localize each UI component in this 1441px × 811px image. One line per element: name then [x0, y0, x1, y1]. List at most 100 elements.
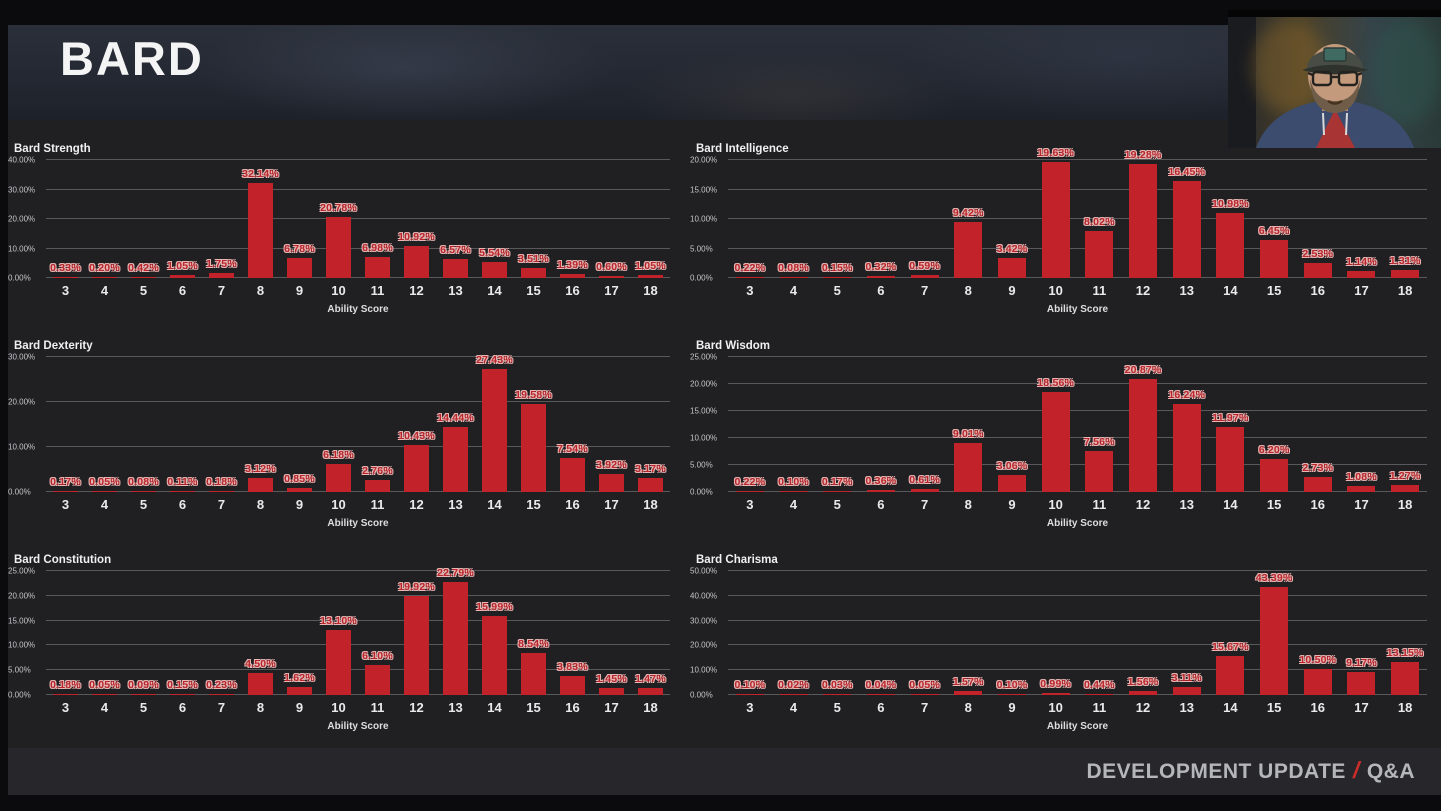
x-axis-tick-label: 4	[100, 283, 109, 298]
y-axis-tick-label: 20.00%	[690, 155, 718, 165]
bar	[209, 491, 234, 492]
bar-value-label: 0.99%	[1040, 677, 1072, 690]
y-axis-tick-label: 25.00%	[690, 352, 718, 362]
bar	[482, 261, 507, 278]
bar-value-label: 0.61%	[909, 473, 940, 486]
x-axis-tick-label: 16	[565, 283, 580, 298]
bar-value-label: 2.53%	[1302, 248, 1334, 261]
bar-value-label: 11.97%	[1212, 412, 1249, 425]
y-axis-tick-label: 10.00%	[690, 665, 718, 675]
gridline	[728, 669, 1427, 671]
bar-value-label: 1.57%	[952, 676, 984, 689]
x-axis-tick-label: 8	[256, 497, 265, 512]
y-axis-tick-label: 25.00%	[8, 566, 36, 576]
footer-title: DEVELOPMENT UPDATE / Q&A	[1086, 757, 1415, 784]
bar-value-label: 3.11%	[1171, 672, 1202, 685]
bar-value-label: 2.76%	[362, 464, 393, 477]
bar-value-label: 19.92%	[398, 581, 435, 594]
x-axis-tick-labels: 3 4 5 6 7 8 9 10 11 12 13 14 15 16 17 18	[46, 700, 670, 715]
x-axis-tick-label: 17	[1354, 283, 1369, 298]
chart-title: Bard Wisdom	[696, 340, 771, 352]
bar-value-label: 3.17%	[635, 462, 666, 475]
bar-value-label: 0.10%	[778, 476, 809, 488]
bar	[1129, 691, 1157, 695]
bar	[779, 694, 808, 695]
x-axis-tick-labels: 3 4 5 6 7 8 9 10 11 12 13 14 15 16 17 18	[46, 497, 670, 512]
x-axis-tick-label: 5	[139, 497, 148, 512]
x-axis-tick-label: 12	[409, 497, 424, 512]
bar	[92, 694, 117, 695]
bar	[365, 257, 390, 278]
x-axis-tick-label: 10	[331, 283, 346, 298]
gridline	[46, 277, 670, 278]
bar-value-label: 3.42%	[996, 242, 1028, 255]
y-axis-tick-label: 10.00%	[8, 640, 36, 650]
y-axis-tick-label: 15.00%	[690, 406, 718, 416]
gridline	[46, 570, 670, 571]
bar-value-label: 27.43%	[476, 353, 513, 366]
bar	[823, 277, 852, 278]
bar-value-label: 5.54%	[479, 246, 510, 259]
y-axis-tick-label: 15.00%	[8, 616, 36, 626]
y-axis-tick-label: 0.00%	[690, 273, 713, 283]
bar-value-label: 1.47%	[635, 672, 666, 685]
x-axis-tick-label: 10	[331, 700, 346, 715]
bar-value-label: 0.17%	[821, 476, 853, 488]
bar-value-label: 1.75%	[206, 257, 237, 270]
bar	[1085, 451, 1114, 492]
x-axis-tick-label: 11	[1092, 283, 1107, 298]
x-axis-tick-label: 9	[1008, 700, 1016, 715]
bar-value-label: 4.50%	[245, 657, 276, 670]
x-axis-tick-label: 8	[964, 700, 972, 715]
bar	[53, 491, 78, 492]
x-axis-tick-label: 13	[1179, 700, 1194, 715]
chart-bard-constitution: Bard Constitution 0.00% 5.00% 10.00% 15.00% 2…	[8, 554, 676, 734]
chart-bard-wisdom: Bard Wisdom 0.00% 5.00% 10.00% 15.00% 20.00% 2…	[690, 340, 1433, 531]
bar	[365, 479, 390, 492]
x-axis-tick-label: 16	[565, 497, 580, 512]
gridline	[728, 356, 1427, 357]
x-axis-title: Ability Score	[1046, 721, 1109, 732]
x-axis-tick-label: 6	[877, 700, 885, 715]
x-axis-tick-label: 14	[1223, 283, 1238, 298]
bar-value-label: 16.45%	[1168, 165, 1206, 178]
x-axis-title: Ability Score	[327, 518, 389, 529]
x-axis-tick-label: 10	[331, 497, 346, 512]
gridline	[46, 644, 670, 646]
x-axis-tick-label: 9	[295, 497, 304, 512]
bar-value-label: 1.08%	[1346, 471, 1377, 484]
x-axis-tick-label: 5	[833, 283, 841, 298]
y-axis-tick-label: 10.00%	[8, 244, 36, 253]
bar-value-label: 0.22%	[734, 475, 766, 488]
bar-value-label: 0.44%	[1083, 678, 1115, 691]
x-axis-tick-label: 10	[1048, 700, 1063, 715]
x-axis-tick-label: 16	[1310, 497, 1326, 512]
bar	[823, 694, 852, 695]
plot-area: 0.00% 10.00% 20.00% 30.00% 40.00% 50.00% 0.10%…	[690, 567, 1427, 700]
x-axis-tick-label: 17	[1354, 497, 1369, 512]
bar-value-label: 2.73%	[1302, 462, 1334, 475]
x-axis-tick-label: 8	[256, 283, 265, 298]
bar	[1391, 485, 1420, 492]
x-axis-tick-label: 4	[789, 700, 798, 715]
y-axis-tick-label: 30.00%	[8, 185, 36, 194]
gridline	[46, 218, 670, 219]
x-axis-tick-label: 10	[1048, 497, 1063, 512]
gridline	[46, 619, 670, 621]
bar	[1347, 672, 1376, 695]
bar	[365, 664, 390, 695]
bar-value-label: 6.98%	[362, 242, 393, 255]
bar-value-label: 6.45%	[1258, 224, 1290, 237]
bar	[1347, 486, 1376, 492]
bar	[954, 222, 983, 278]
x-axis-tick-label: 8	[964, 283, 972, 298]
bar	[170, 694, 195, 695]
x-axis-tick-label: 15	[526, 700, 541, 715]
bar-value-label: 0.17%	[50, 476, 81, 488]
streamer-illustration	[1228, 17, 1441, 148]
bar	[248, 477, 273, 492]
gridline	[46, 491, 670, 492]
bar	[1260, 239, 1289, 278]
bar	[1041, 692, 1070, 695]
bar	[638, 687, 663, 695]
